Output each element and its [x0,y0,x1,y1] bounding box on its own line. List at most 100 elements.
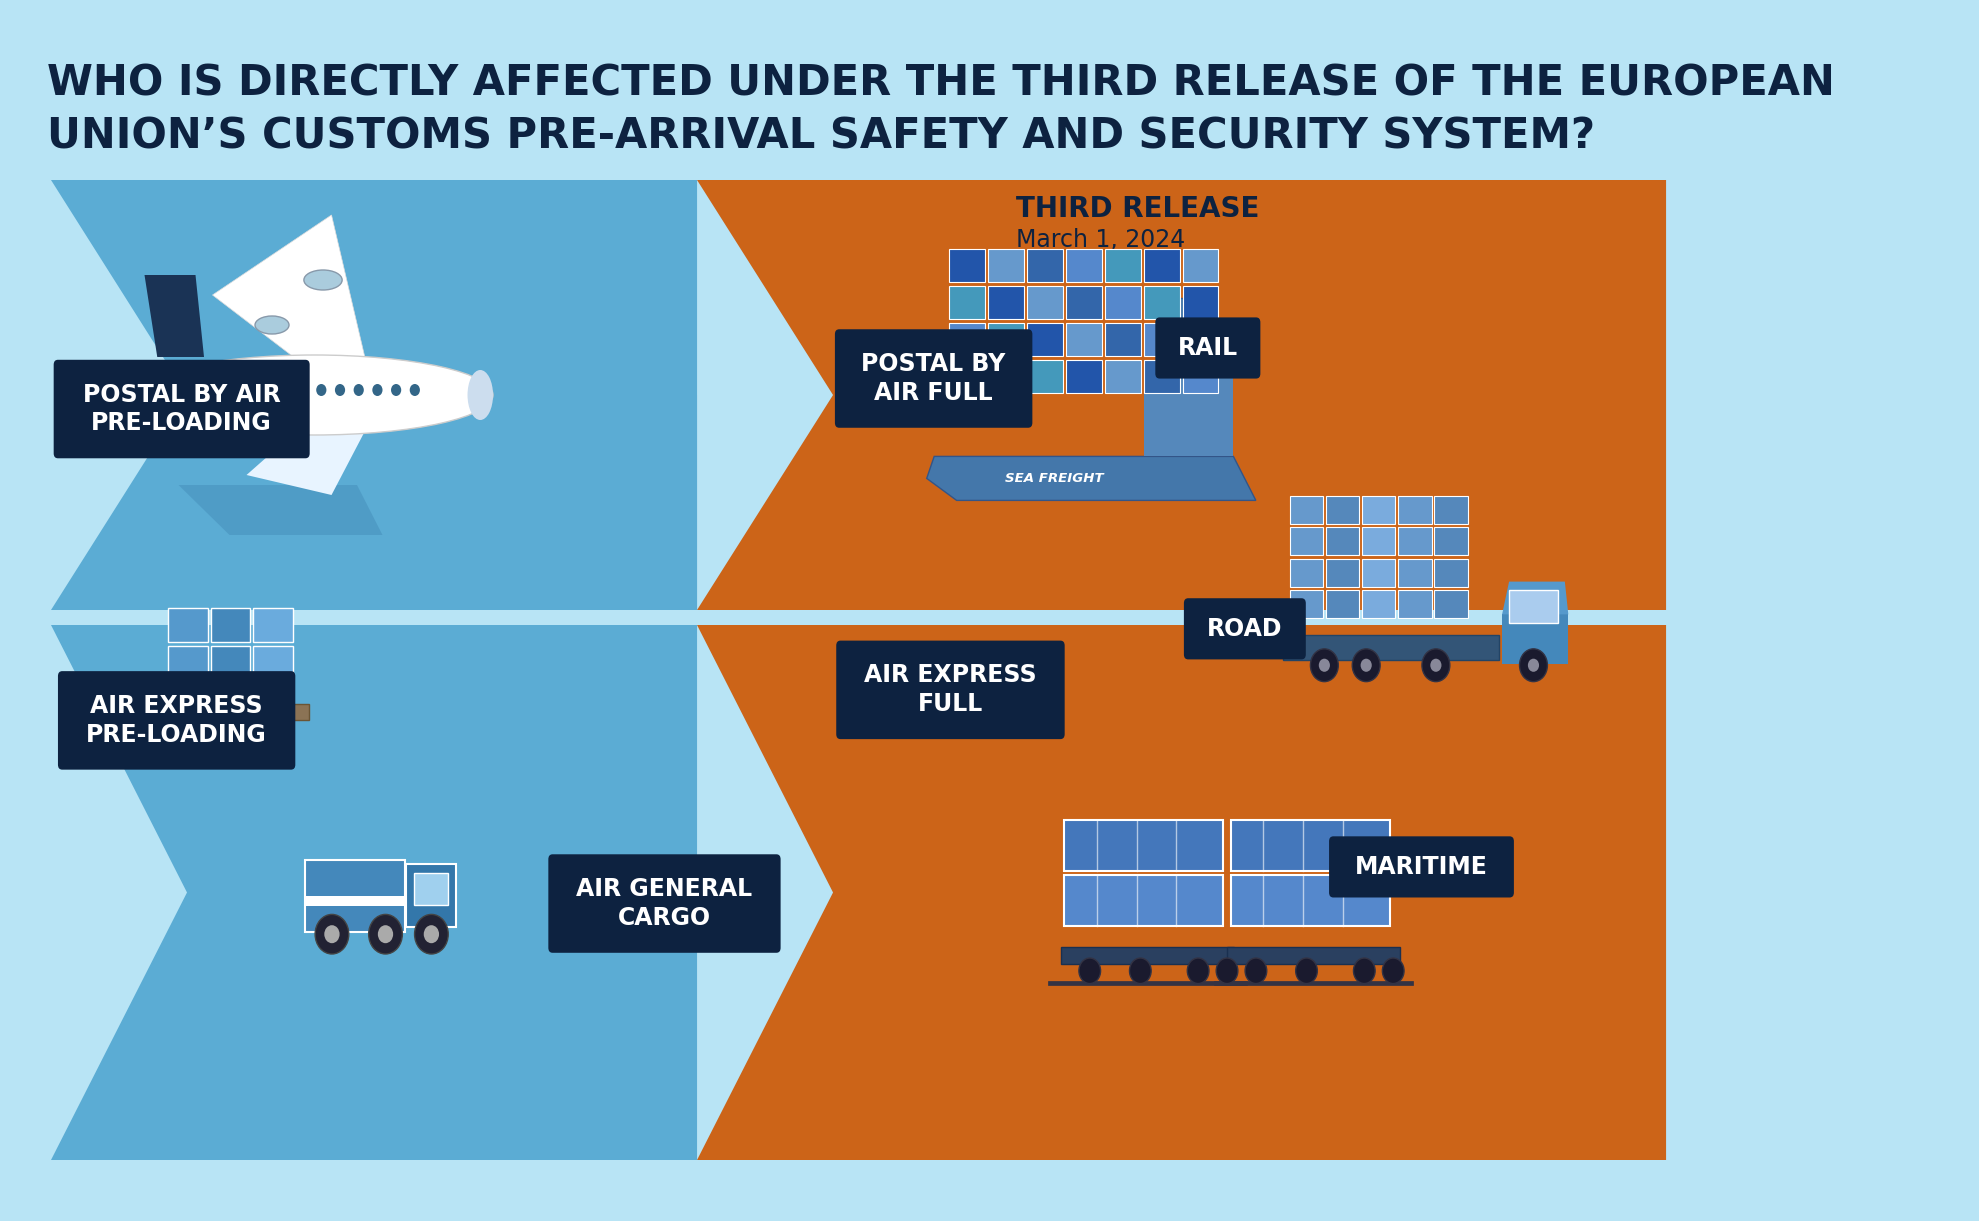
Polygon shape [247,430,366,495]
FancyBboxPatch shape [1104,249,1140,282]
Circle shape [259,383,271,396]
FancyBboxPatch shape [1065,819,1223,871]
Circle shape [1296,958,1318,984]
FancyBboxPatch shape [1183,360,1219,393]
FancyBboxPatch shape [950,286,986,319]
FancyBboxPatch shape [988,360,1023,393]
Polygon shape [51,179,697,610]
Text: ROAD: ROAD [1207,617,1282,641]
Circle shape [410,383,420,396]
FancyBboxPatch shape [1290,496,1324,524]
FancyBboxPatch shape [1183,322,1219,357]
FancyBboxPatch shape [1326,496,1360,524]
FancyBboxPatch shape [1326,590,1360,618]
Ellipse shape [255,316,289,335]
FancyBboxPatch shape [1231,819,1389,871]
Circle shape [334,383,344,396]
FancyBboxPatch shape [1067,249,1102,282]
FancyBboxPatch shape [1362,527,1395,556]
FancyBboxPatch shape [1399,496,1431,524]
FancyBboxPatch shape [1144,286,1179,319]
Circle shape [424,926,439,943]
Text: THIRD RELEASE: THIRD RELEASE [1015,195,1259,223]
Ellipse shape [467,370,493,420]
FancyBboxPatch shape [1399,590,1431,618]
FancyBboxPatch shape [1144,322,1179,357]
Text: March 1, 2024: March 1, 2024 [1015,228,1185,252]
FancyBboxPatch shape [950,360,986,393]
Polygon shape [253,608,293,642]
Text: AIR GENERAL
CARGO: AIR GENERAL CARGO [576,877,752,930]
FancyBboxPatch shape [1067,360,1102,393]
Text: WHO IS DIRECTLY AFFECTED UNDER THE THIRD RELEASE OF THE EUROPEAN: WHO IS DIRECTLY AFFECTED UNDER THE THIRD… [47,62,1835,104]
FancyBboxPatch shape [1183,286,1219,319]
Polygon shape [51,625,697,1160]
Text: AIR EXPRESS
PRE-LOADING: AIR EXPRESS PRE-LOADING [87,694,267,747]
Circle shape [1528,658,1540,672]
Circle shape [279,383,289,396]
Polygon shape [210,608,251,642]
Polygon shape [441,370,493,420]
Polygon shape [212,215,366,360]
FancyBboxPatch shape [1027,360,1063,393]
Polygon shape [253,683,293,717]
FancyBboxPatch shape [1144,249,1179,282]
Polygon shape [253,646,293,680]
FancyBboxPatch shape [1399,527,1431,556]
Polygon shape [926,457,1257,501]
FancyBboxPatch shape [1061,947,1235,965]
Circle shape [315,915,348,954]
FancyBboxPatch shape [988,322,1023,357]
Polygon shape [697,179,1666,610]
Circle shape [368,915,402,954]
FancyBboxPatch shape [835,330,1033,427]
FancyBboxPatch shape [1227,947,1401,965]
FancyBboxPatch shape [1067,322,1102,357]
Circle shape [317,383,327,396]
FancyBboxPatch shape [53,360,309,458]
FancyBboxPatch shape [1435,527,1468,556]
Polygon shape [1502,581,1567,614]
FancyBboxPatch shape [150,705,309,719]
Circle shape [392,383,402,396]
Polygon shape [451,179,697,610]
FancyBboxPatch shape [1231,874,1389,926]
Polygon shape [168,608,208,642]
FancyBboxPatch shape [1166,298,1211,360]
FancyBboxPatch shape [1104,286,1140,319]
FancyBboxPatch shape [837,641,1065,739]
FancyBboxPatch shape [1362,559,1395,586]
Ellipse shape [305,270,342,291]
Text: AIR EXPRESS
FULL: AIR EXPRESS FULL [865,663,1037,717]
FancyBboxPatch shape [1183,598,1306,659]
Circle shape [378,926,394,943]
Circle shape [354,383,364,396]
Polygon shape [210,683,251,717]
Polygon shape [144,275,204,357]
Polygon shape [416,179,697,610]
Polygon shape [1144,360,1233,457]
FancyBboxPatch shape [305,860,404,932]
Polygon shape [168,646,208,680]
Circle shape [1245,958,1267,984]
FancyBboxPatch shape [1156,317,1261,379]
FancyBboxPatch shape [950,322,986,357]
Circle shape [372,383,382,396]
Circle shape [1079,958,1100,984]
Circle shape [1130,958,1152,984]
Polygon shape [697,625,1666,1160]
FancyBboxPatch shape [57,672,295,769]
Circle shape [1187,958,1209,984]
FancyBboxPatch shape [1290,590,1324,618]
Polygon shape [1502,614,1567,663]
FancyBboxPatch shape [1067,286,1102,319]
FancyBboxPatch shape [1104,360,1140,393]
Polygon shape [416,625,697,1160]
FancyBboxPatch shape [305,895,404,906]
Text: POSTAL BY
AIR FULL: POSTAL BY AIR FULL [861,352,1005,405]
FancyBboxPatch shape [1362,590,1395,618]
FancyBboxPatch shape [950,249,986,282]
FancyBboxPatch shape [988,286,1023,319]
FancyBboxPatch shape [1290,559,1324,586]
FancyBboxPatch shape [1144,360,1179,393]
